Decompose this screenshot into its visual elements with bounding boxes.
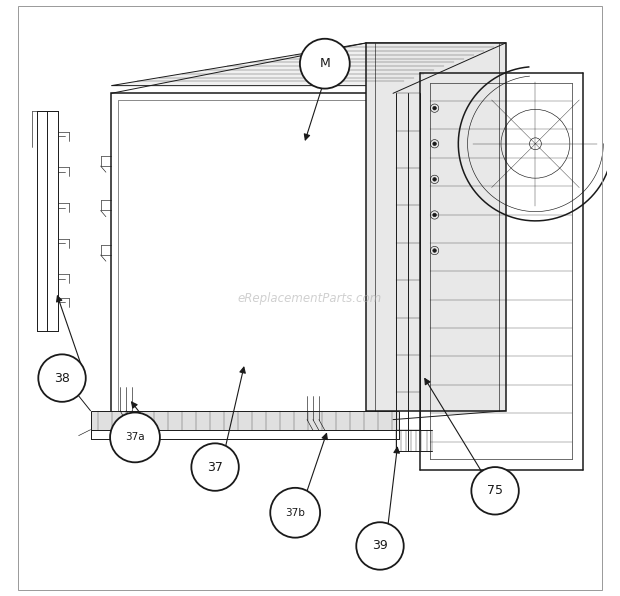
Polygon shape bbox=[366, 43, 506, 411]
Circle shape bbox=[529, 138, 541, 150]
Circle shape bbox=[356, 522, 404, 570]
Text: 37a: 37a bbox=[125, 433, 145, 442]
Polygon shape bbox=[111, 94, 393, 420]
Text: 75: 75 bbox=[487, 485, 503, 497]
Circle shape bbox=[270, 488, 320, 538]
Circle shape bbox=[471, 467, 519, 514]
Circle shape bbox=[38, 355, 86, 402]
Circle shape bbox=[433, 107, 436, 110]
Text: eReplacementParts.com: eReplacementParts.com bbox=[238, 291, 382, 305]
Circle shape bbox=[433, 249, 436, 252]
Text: 38: 38 bbox=[54, 371, 70, 384]
Polygon shape bbox=[111, 43, 506, 86]
Polygon shape bbox=[91, 411, 399, 430]
Circle shape bbox=[433, 142, 436, 145]
Text: 37b: 37b bbox=[285, 508, 305, 518]
Circle shape bbox=[110, 412, 160, 462]
Circle shape bbox=[192, 443, 239, 491]
Circle shape bbox=[433, 178, 436, 181]
Text: M: M bbox=[319, 57, 330, 70]
Circle shape bbox=[433, 213, 436, 217]
Text: 37: 37 bbox=[207, 461, 223, 474]
Circle shape bbox=[300, 39, 350, 89]
Text: 39: 39 bbox=[372, 539, 388, 552]
